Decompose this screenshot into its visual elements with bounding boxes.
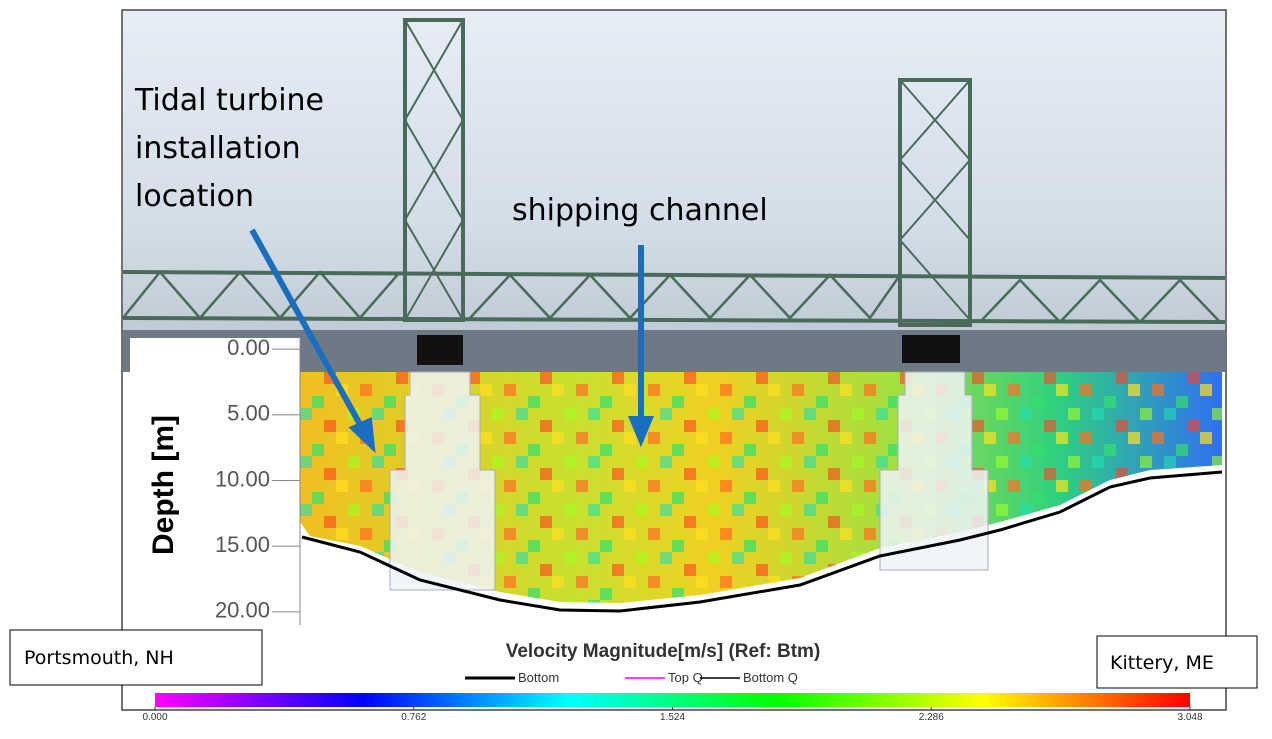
pier-cap [417,335,463,365]
figure: Tidal turbine installation location ship… [0,0,1272,739]
y-axis-label: Depth [m] [147,415,180,555]
annotation: location [135,179,254,214]
colorbar [155,693,1190,707]
colorbar-tick-label: 2.286 [919,712,944,723]
legend-label: Bottom [518,670,559,685]
y-tick-label: 10.00 [215,466,270,491]
annotation: shipping channel [512,193,768,228]
y-tick-label: 5.00 [227,401,270,426]
y-tick-label: 15.00 [215,532,270,557]
location-label: Portsmouth, NH [24,647,174,669]
colorbar-tick-label: 3.048 [1177,712,1202,723]
y-tick-label: 0.00 [227,335,270,360]
colorbar-tick-label: 0.000 [142,712,167,723]
legend-label: Bottom Q [743,670,798,685]
annotation: Tidal turbine [134,83,324,118]
colorbar-tick-label: 0.762 [401,712,426,723]
colorbar-tick-label: 1.524 [660,712,685,723]
legend-label: Top Q [668,670,703,685]
chart-title: Velocity Magnitude[m/s] (Ref: Btm) [506,641,821,662]
annotation: installation [135,131,301,166]
y-tick-label: 20.00 [215,598,270,623]
pier-cap [902,335,960,363]
location-label: Kittery, ME [1110,652,1214,674]
